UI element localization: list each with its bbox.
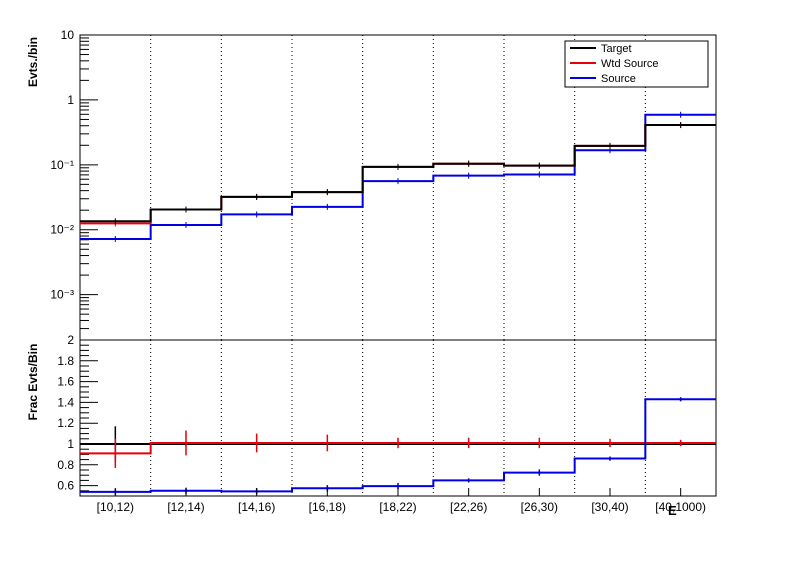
- legend: Target Wtd Source Source: [564, 40, 709, 88]
- ratio-y-tick-label: 1.4: [57, 395, 74, 409]
- ratio-y-tick-label: 2: [67, 333, 74, 347]
- x-tick-label: [30,40): [591, 500, 628, 514]
- ratio-y-tick-label: 0.6: [57, 479, 74, 493]
- x-tick-label: [12,14): [167, 500, 204, 514]
- ratio-wtd-source-point: [326, 441, 329, 445]
- x-tick-label: [22,26): [450, 500, 487, 514]
- legend-label-target: Target: [601, 43, 632, 55]
- top-y-tick-label: 10⁻²: [50, 223, 74, 237]
- ratio-wtd-source-histogram: [80, 441, 716, 455]
- ratio-source-point: [467, 479, 470, 482]
- x-axis-label: E: [668, 503, 677, 518]
- source-point: [679, 113, 682, 116]
- ratio-wtd-source-point: [679, 441, 682, 445]
- source-histogram: [80, 113, 716, 240]
- top-y-tick-label: 10⁻¹: [50, 158, 74, 172]
- target-point: [114, 220, 117, 223]
- x-tick-label: [40,1000): [655, 500, 706, 514]
- ratio-panel-frame: [79, 339, 717, 497]
- target-point: [326, 190, 329, 194]
- target-histogram: [80, 124, 716, 223]
- target-point: [184, 208, 188, 211]
- x-tick-label: [14,16): [238, 500, 275, 514]
- ratio-wtd-source-point: [396, 441, 400, 445]
- ratio-y-tick-label: 1.6: [57, 375, 74, 389]
- ratio-y-tick-label: 0.8: [57, 458, 74, 472]
- source-point: [184, 223, 188, 227]
- top-y-tick-label: 10⁻³: [50, 288, 74, 302]
- ratio-y-tick-label: 1.2: [57, 416, 74, 430]
- legend-label-wtd-source: Wtd Source: [601, 58, 658, 70]
- source-point: [467, 174, 470, 177]
- source-point: [538, 173, 541, 176]
- source-point: [326, 205, 329, 209]
- ratio-wtd-source-point: [538, 441, 541, 445]
- source-point: [255, 213, 258, 216]
- ratio-y-tick-label: 1.8: [57, 354, 74, 368]
- x-tick-label: [16,18): [309, 500, 346, 514]
- x-tick-label: [10,12): [97, 500, 134, 514]
- ratio-panel: 2 1.8 1.6 1.4 1.2 1 0.8 0.6 Frac Evts/Bin [10,12)…: [26, 333, 717, 518]
- target-point: [255, 195, 258, 199]
- ratio-y-axis-label: Frac Evts/Bin: [26, 344, 40, 421]
- top-y-tick-label: 1: [67, 93, 74, 107]
- target-point: [396, 165, 400, 169]
- x-tick-label: [18,22): [379, 500, 416, 514]
- legend-label-source: Source: [601, 73, 636, 85]
- ratio-source-point: [538, 471, 541, 474]
- source-point: [396, 179, 400, 183]
- top-y-tick-label: 10: [61, 28, 75, 42]
- top-y-axis-label: Evts./bin: [26, 37, 40, 87]
- ratio-source-point: [679, 397, 682, 401]
- source-point: [114, 237, 117, 241]
- target-point: [538, 164, 541, 167]
- ratio-wtd-source-point: [114, 452, 117, 455]
- ratio-y-tick-label: 1: [67, 437, 74, 451]
- target-point: [608, 144, 612, 148]
- source-point: [608, 148, 612, 152]
- ratio-wtd-source-point: [255, 441, 258, 445]
- ratio-source-point: [608, 457, 612, 460]
- ratio-wtd-source-point: [467, 441, 470, 445]
- ratio-source-point: [396, 484, 400, 488]
- ratio-wtd-source-point: [608, 441, 612, 445]
- target-point: [679, 123, 682, 127]
- top-panel: 10 1 10⁻¹ 10⁻² 10⁻³ Evts./bin Target Wtd Source…: [26, 28, 717, 341]
- x-tick-label: [26,30): [521, 500, 558, 514]
- ratio-wtd-source-point: [184, 441, 188, 445]
- target-point: [467, 162, 470, 165]
